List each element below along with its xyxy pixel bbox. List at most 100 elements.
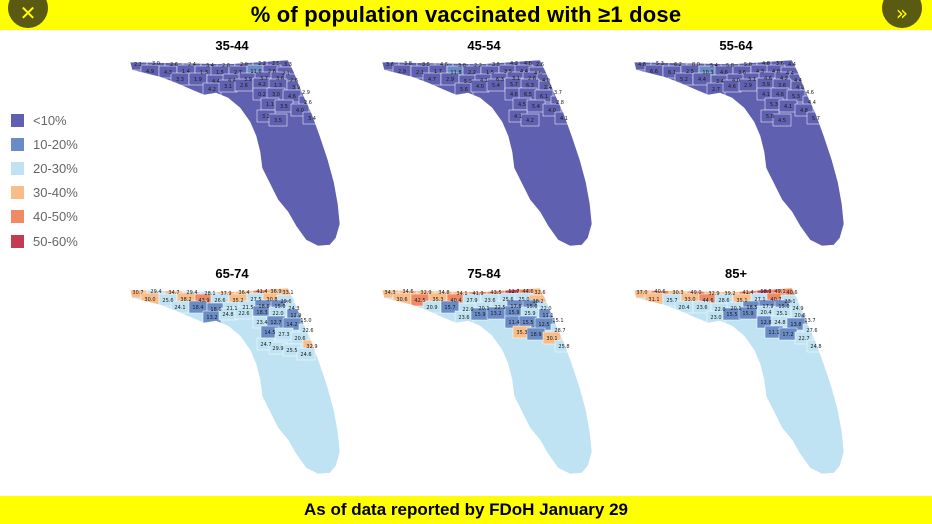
county-value-label: 41.9	[472, 291, 483, 297]
county-value-label: 15.0	[778, 304, 789, 310]
county-value-label: 27.1	[754, 297, 765, 303]
county-value-label: 5.4	[492, 83, 500, 89]
florida-map: 2.1 3.0 2.6 2.4 3.4 2.8 2.0 2.2 2.5 3.3 4.9 4.3 1.4 1…	[129, 59, 341, 247]
county-value-label: 4.0	[296, 108, 304, 114]
county-value-label: 28.6	[718, 298, 729, 304]
county-value-label: 43.9	[198, 298, 209, 304]
state-outline	[381, 59, 593, 247]
county-value-label: 15.0	[526, 304, 537, 310]
county-value-label: 5.3	[656, 61, 664, 67]
florida-map: 4.8 5.3 6.2 8.0 5.4 5.8 5.0 4.8 3.6 4.46.6 6.1 2.5 1…	[633, 59, 845, 247]
county-value-label: 3.5	[274, 118, 282, 124]
close-button[interactable]: ✕	[8, 0, 48, 28]
footer-bar: As of data reported by FDoH January 29	[0, 496, 932, 524]
county-value-label: 2.6	[240, 83, 248, 89]
county-value-label: 28.1	[204, 291, 215, 297]
county-value-label: 5.0	[744, 62, 752, 68]
county-value-label: 25.5	[286, 348, 297, 354]
county-value-label: 12.9	[290, 313, 301, 319]
county-value-label: 34.8	[438, 290, 449, 296]
county-value-label: 43.5	[490, 290, 501, 296]
county-value-label: 4.8	[762, 61, 770, 67]
county-region	[520, 113, 540, 127]
county-value-label: 11.1	[768, 330, 779, 336]
county-value-label: 3.4	[308, 116, 316, 122]
county-value-label: 2.6	[536, 62, 544, 68]
county-value-label: 4.4	[698, 77, 706, 83]
county-value-label: 49.1	[774, 289, 785, 295]
county-value-label: 27.5	[250, 297, 261, 303]
county-value-label: 3.4	[206, 63, 214, 69]
county-value-label: 15.9	[742, 311, 753, 317]
county-value-label: 4.2	[780, 76, 788, 82]
county-value-label: 1.9	[194, 77, 202, 83]
county-value-label: 30.7	[132, 290, 143, 296]
county-value-label: 3.9	[292, 85, 300, 91]
county-value-label: 6.1	[668, 70, 676, 76]
county-value-label: 41.4	[742, 290, 753, 296]
county-value-label: 15.9	[508, 310, 519, 316]
county-value-label: 24.8	[222, 312, 233, 318]
county-value-label: 2.7	[234, 70, 242, 76]
county-value-label: 29.9	[272, 346, 283, 352]
county-value-label: 22.0	[272, 311, 283, 317]
county-value-label: 5.7	[812, 116, 820, 122]
county-region	[296, 347, 316, 361]
county-value-label: 5.3	[464, 79, 472, 85]
county-value-label: 27.6	[806, 328, 817, 334]
next-button[interactable]: »	[882, 0, 922, 28]
county-value-label: 4.5	[534, 71, 542, 77]
county-value-label: 3.5	[504, 69, 512, 75]
county-value-label: 3.9	[244, 77, 252, 83]
county-value-label: 4.1	[480, 78, 488, 84]
county-value-label: 2.5	[272, 61, 280, 67]
county-value-label: 37.0	[636, 290, 647, 296]
county-value-label: 2.2	[468, 70, 476, 76]
county-value-label: 2.2	[258, 61, 266, 67]
county-value-label: 35.3	[516, 330, 527, 336]
county-value-label: 0.2	[258, 92, 266, 98]
county-value-label: 24.7	[260, 342, 271, 348]
county-value-label: 38.2	[532, 299, 543, 305]
county-value-label: 22.6	[302, 328, 313, 334]
county-value-label: 40.4	[450, 298, 461, 304]
county-value-label: 3.4	[716, 79, 724, 85]
county-value-label: 32.9	[708, 291, 719, 297]
county-value-label: 4.8	[796, 85, 804, 91]
county-value-label: 11.1	[542, 313, 553, 319]
county-value-label: 11.4	[508, 320, 519, 326]
county-value-label: 2.6	[170, 62, 178, 68]
county-value-label: 3.1	[224, 84, 232, 90]
county-value-label: 3.9	[762, 82, 770, 88]
county-value-label: 5.4	[532, 104, 540, 110]
county-value-label: 38.2	[180, 297, 191, 303]
florida-map: 30.7 29.4 34.7 29.4 28.1 37.9 36.4 41.4 36.9 33.1…	[129, 287, 341, 475]
county-value-label: 22.0	[462, 307, 473, 313]
county-value-label: 36.4	[238, 290, 249, 296]
county-value-label: 4.6	[440, 62, 448, 68]
legend-label: <10%	[33, 112, 67, 128]
county-value-label: 4.4	[808, 100, 816, 106]
county-value-label: 22.6	[238, 311, 249, 317]
county-value-label: 13.2	[206, 315, 217, 321]
county-value-label: 20.1	[478, 306, 489, 312]
county-value-label: 4.9	[146, 69, 154, 75]
county-value-label: 22.0	[540, 306, 551, 312]
county-value-label: 2.9	[398, 69, 406, 75]
legend-swatch	[11, 234, 24, 248]
county-value-label: 34.7	[168, 290, 179, 296]
county-value-label: 4.6	[776, 92, 784, 98]
county-value-label: 31.1	[648, 297, 659, 303]
legend-label: 10-20%	[33, 136, 78, 152]
county-value-label: 28.7	[554, 328, 565, 334]
county-value-label: 3.3	[176, 77, 184, 83]
state-outline	[129, 287, 341, 475]
county-value-label: 2.8	[222, 63, 230, 69]
county-value-label: 34.3	[384, 290, 395, 296]
legend-swatch	[11, 113, 24, 127]
county-value-label: 6.3	[496, 77, 504, 83]
county-value-label: 2.8	[556, 100, 564, 106]
legend-swatch	[11, 186, 24, 200]
county-value-label: 4.8	[638, 62, 646, 68]
county-value-label: 40.6	[654, 289, 665, 295]
